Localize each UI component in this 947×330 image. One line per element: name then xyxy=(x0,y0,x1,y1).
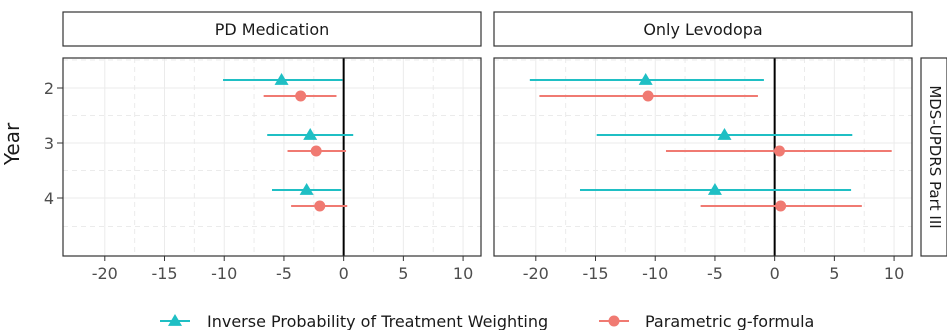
x-tick-label: 0 xyxy=(770,264,780,283)
x-tick-label: 5 xyxy=(829,264,839,283)
x-tick-label: 0 xyxy=(339,264,349,283)
point-estimate-triangle xyxy=(638,73,653,85)
point-estimate-circle xyxy=(310,145,322,157)
x-tick-label: -15 xyxy=(151,264,177,283)
legend: Inverse Probability of Treatment Weighti… xyxy=(160,312,814,330)
point-estimate-triangle xyxy=(303,128,318,140)
legend-key-circle xyxy=(608,315,620,327)
x-tick-label: -5 xyxy=(276,264,292,283)
x-tick-label: -15 xyxy=(582,264,608,283)
panel-2: Only Levodopa -20 -15 -10 -5 0 5 10 xyxy=(493,11,913,283)
y-tick-label: 2 xyxy=(44,79,54,98)
row-strip xyxy=(920,57,947,257)
panel-background xyxy=(63,58,481,256)
x-tick-label: 5 xyxy=(398,264,408,283)
panel-title: Only Levodopa xyxy=(643,20,762,39)
panel-border xyxy=(493,57,913,257)
point-estimate-circle xyxy=(295,90,307,102)
y-tick-label: 3 xyxy=(44,134,54,153)
panel-1: PD Medication -20 -15 -10 -5 0 5 10 xyxy=(62,11,482,283)
panel-strip xyxy=(493,11,913,47)
panel-background xyxy=(494,58,912,256)
point-estimate-circle xyxy=(775,200,787,212)
point-estimate-circle xyxy=(642,90,654,102)
panel-title: PD Medication xyxy=(215,20,330,39)
x-tick-label: -20 xyxy=(92,264,118,283)
x-tick-label: 10 xyxy=(884,264,904,283)
x-tick-label: -10 xyxy=(211,264,237,283)
point-estimate-triangle xyxy=(707,183,722,195)
point-estimate-circle xyxy=(773,145,785,157)
legend-label: Inverse Probability of Treatment Weighti… xyxy=(207,312,548,330)
x-tick-label: 10 xyxy=(453,264,473,283)
row-strip-label: MDS-UPDRS Part III xyxy=(926,85,944,228)
y-tick-label: 4 xyxy=(44,189,54,208)
point-estimate-circle xyxy=(314,200,326,212)
point-estimate-triangle xyxy=(717,128,732,140)
point-estimate-triangle xyxy=(299,183,314,195)
x-tick-label: -10 xyxy=(642,264,668,283)
y-axis-title: Year xyxy=(0,122,24,166)
x-tick-label: -5 xyxy=(707,264,723,283)
panel-strip xyxy=(62,11,482,47)
legend-label: Parametric g-formula xyxy=(645,312,814,330)
point-estimate-triangle xyxy=(274,73,289,85)
x-tick-label: -20 xyxy=(523,264,549,283)
legend-key-triangle xyxy=(168,314,182,326)
panel-border xyxy=(62,57,482,257)
